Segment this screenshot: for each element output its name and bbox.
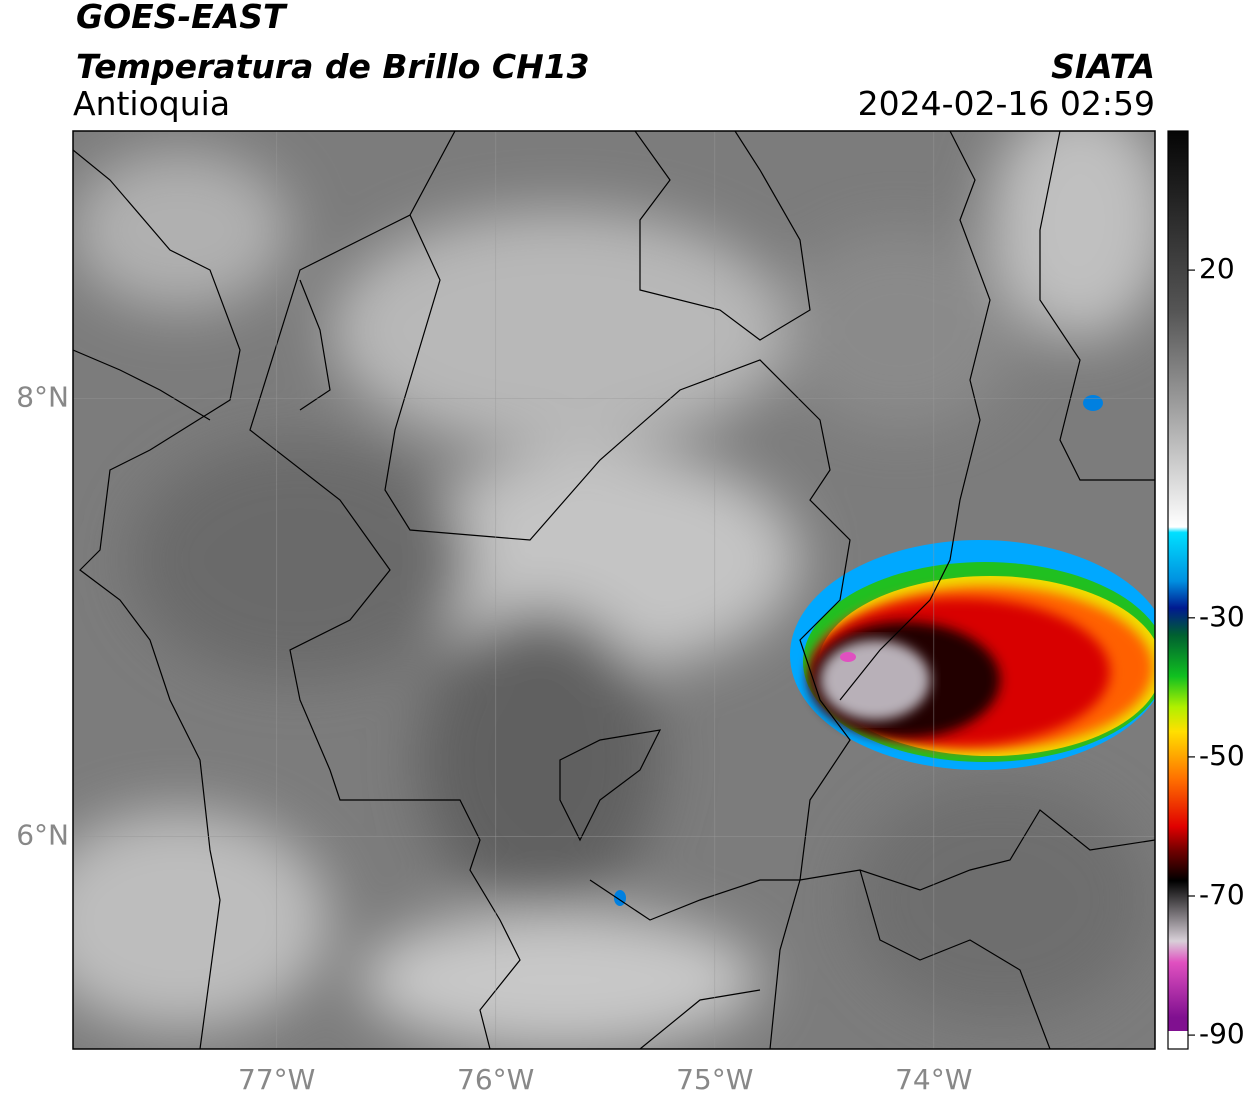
colorbar-tick-label: -30 <box>1199 600 1245 633</box>
x-tick-label: 75°W <box>676 1063 753 1096</box>
colorbar-tick-label: 20 <box>1199 252 1235 285</box>
x-tick-label: 74°W <box>895 1063 972 1096</box>
convective-storm <box>614 395 1155 906</box>
graticule <box>73 131 1155 1049</box>
satellite-image <box>73 131 1155 1049</box>
colorbar-frame <box>1167 130 1189 1050</box>
colorbar-extend <box>1168 1031 1188 1049</box>
region: Antioquia <box>73 84 230 123</box>
colorbar-tick-label: -90 <box>1199 1017 1245 1050</box>
timestamp: 2024-02-16 02:59 <box>858 84 1155 123</box>
colorbar-tick-label: -70 <box>1199 878 1245 911</box>
boundaries <box>73 131 1155 1049</box>
source: SIATA <box>1051 47 1155 86</box>
colorbar <box>1168 131 1188 1031</box>
cloud-field <box>73 131 1155 1049</box>
x-tick-label: 76°W <box>457 1063 534 1096</box>
map-frame <box>72 130 1156 1050</box>
subtitle: Temperatura de Brillo CH13 <box>76 47 590 86</box>
y-tick-label: 8°N <box>16 380 69 413</box>
x-tick-label: 77°W <box>238 1063 315 1096</box>
y-tick-label: 6°N <box>16 818 69 851</box>
colorbar-tick-label: -50 <box>1199 739 1245 772</box>
colorbar-ticks: 20 -30 -50 -70 -90 <box>1188 252 1245 1050</box>
title: GOES-EAST <box>76 0 288 36</box>
